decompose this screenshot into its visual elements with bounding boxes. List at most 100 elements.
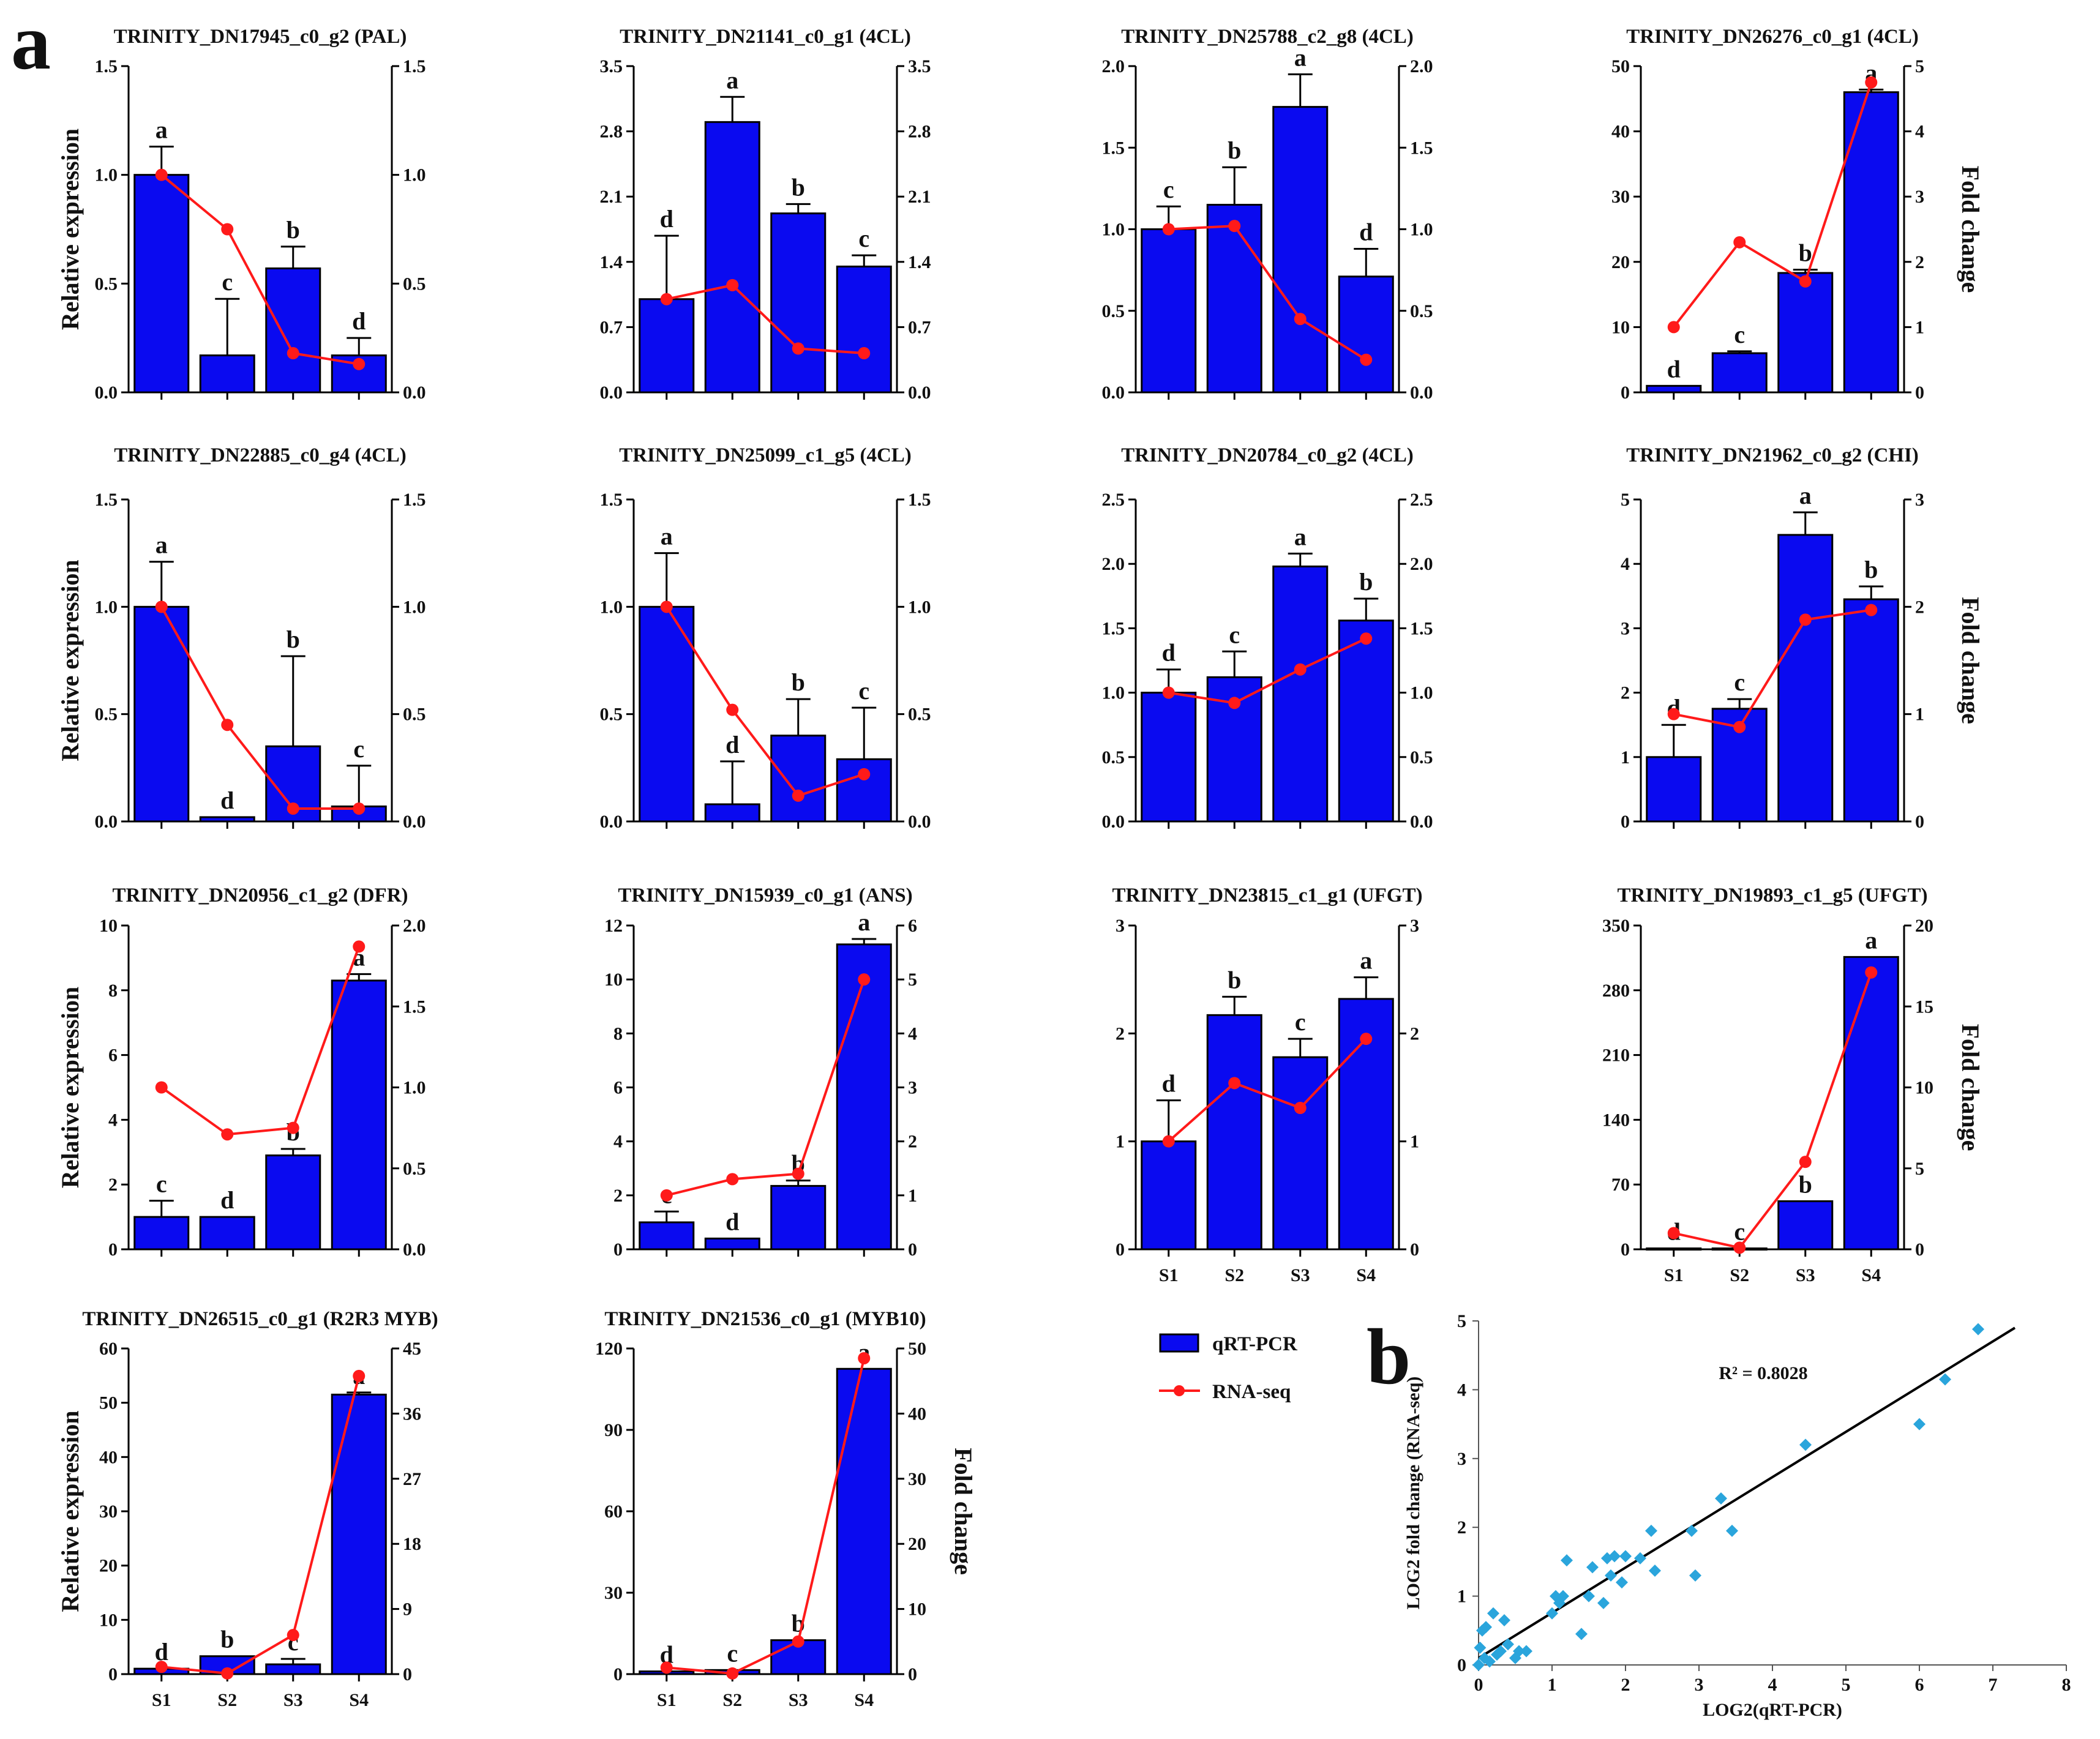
left-y-tick-label: 30	[604, 1583, 623, 1603]
right-y-tick-label: 36	[403, 1404, 421, 1424]
rna-seq-line	[161, 1375, 361, 1675]
right-axis-label: Fold change	[950, 1448, 977, 1575]
bar	[836, 943, 892, 1251]
right-y-tick-label: 0.0	[908, 383, 931, 403]
significance-letter: b	[287, 626, 300, 653]
bar	[1711, 352, 1768, 394]
significance-letter: c	[156, 1170, 167, 1198]
rna-seq-point	[1162, 686, 1175, 699]
right-y-tick-label: 2	[908, 1132, 917, 1152]
chart-panel-1: TRINITY_DN17945_c0_g2 (PAL) 0.0 0.5 1.0 1.5 0…	[56, 26, 426, 403]
rna-seq-line	[666, 1358, 866, 1675]
significance-letter: b	[1799, 1170, 1812, 1198]
rna-seq-point	[726, 279, 739, 291]
scatter-y-tick-label: 4	[1457, 1380, 1466, 1400]
right-y-tick-label: 0	[1410, 1240, 1419, 1260]
left-y-tick-label: 40	[99, 1447, 118, 1467]
left-y-tick-label: 10	[99, 916, 118, 936]
left-y-tick-label: 3.5	[600, 56, 623, 77]
scatter-point	[1689, 1569, 1701, 1582]
right-y-tick-label: 0.5	[1410, 301, 1433, 321]
rna-seq-line	[666, 283, 864, 355]
left-y-tick-label: 6	[613, 1078, 623, 1098]
scatter-point	[1502, 1638, 1514, 1651]
rna-seq-line	[1168, 1038, 1367, 1143]
chart-panel-6: TRINITY_DN25099_c1_g5 (4CL) 0.0 0.5 1.0 1.5 0…	[600, 444, 931, 832]
bar	[704, 803, 760, 823]
right-y-tick-label: 18	[403, 1534, 421, 1554]
left-y-tick-label: 2.0	[1102, 554, 1125, 574]
rna-seq-point	[858, 973, 871, 986]
bar	[1206, 1014, 1262, 1251]
rna-seq-point	[792, 789, 804, 802]
rna-seq-point	[1865, 966, 1878, 979]
bar	[1777, 1200, 1834, 1251]
right-y-tick-label: 1.4	[908, 252, 931, 272]
right-y-tick-label: 0.5	[403, 1159, 426, 1179]
bar	[1272, 106, 1329, 394]
bar	[1141, 228, 1197, 394]
significance-letter: a	[1799, 482, 1812, 509]
bar	[1141, 1140, 1197, 1251]
rna-seq-point	[1360, 1033, 1373, 1045]
scatter-y-tick-label: 3	[1457, 1449, 1466, 1469]
scatter-point	[1546, 1607, 1558, 1620]
rna-seq-point	[1294, 1102, 1307, 1115]
significance-letter: c	[1734, 1217, 1745, 1245]
left-y-tick-label: 30	[99, 1502, 118, 1522]
right-y-tick-label: 0	[403, 1664, 412, 1685]
scatter-point	[1483, 1655, 1496, 1668]
left-y-tick-label: 0.5	[1102, 747, 1125, 768]
scatter-x-tick-label: 1	[1548, 1675, 1557, 1695]
right-y-tick-label: 1.5	[908, 490, 931, 510]
chart-title: TRINITY_DN21536_c0_g1 (MYB10)	[604, 1308, 926, 1330]
left-y-tick-label: 0.0	[600, 383, 623, 403]
right-y-tick-label: 2.0	[403, 916, 426, 936]
right-axis-label: Fold change	[1957, 166, 1984, 293]
right-y-tick-label: 0.5	[403, 274, 426, 294]
legend-bar-label: qRT-PCR	[1212, 1333, 1298, 1355]
left-y-tick-label: 2.8	[600, 122, 623, 142]
scatter-point	[1619, 1550, 1632, 1563]
chart-title: TRINITY_DN19893_c1_g5 (UFGT)	[1618, 884, 1928, 907]
right-y-tick-label: 40	[908, 1404, 926, 1424]
left-y-tick-label: 1.5	[600, 490, 623, 510]
right-y-tick-label: 3.5	[908, 56, 931, 77]
right-y-tick-label: 6	[908, 916, 917, 936]
left-y-tick-label: 20	[99, 1556, 118, 1576]
right-y-tick-label: 0.0	[403, 812, 426, 832]
bar	[133, 605, 190, 823]
bar	[1711, 708, 1768, 823]
rna-seq-point	[792, 1167, 804, 1180]
rna-seq-point	[1360, 632, 1373, 645]
left-y-tick-label: 2	[1621, 683, 1630, 703]
rna-seq-point	[221, 1128, 234, 1141]
left-y-tick-label: 2.0	[1102, 56, 1125, 77]
rna-seq-point	[353, 1369, 366, 1382]
rna-seq-point	[287, 347, 299, 360]
left-y-tick-label: 3	[1621, 618, 1630, 638]
right-axis-label: Fold change	[1957, 597, 1984, 724]
significance-letter: a	[1294, 43, 1307, 71]
rna-seq-point	[353, 940, 366, 953]
left-y-tick-label: 8	[108, 981, 118, 1001]
right-y-tick-label: 2	[1410, 1023, 1419, 1044]
left-y-tick-label: 2	[1116, 1023, 1125, 1044]
significance-letter: b	[792, 668, 805, 696]
rna-seq-point	[1733, 1241, 1746, 1254]
left-y-tick-label: 0	[1621, 1240, 1630, 1260]
right-y-tick-label: 1.5	[403, 997, 426, 1017]
significance-letter: b	[1359, 568, 1373, 596]
scatter-point	[1586, 1561, 1599, 1574]
bar	[704, 1237, 760, 1251]
rna-seq-point	[287, 1121, 299, 1134]
bar	[133, 174, 190, 394]
rna-seq-point	[1294, 313, 1307, 326]
bar	[1272, 565, 1329, 823]
right-y-tick-label: 0.0	[908, 812, 931, 832]
rna-seq-point	[353, 802, 366, 815]
x-tick-label: S1	[152, 1690, 171, 1710]
bar	[331, 979, 387, 1251]
left-y-tick-label: 1.0	[95, 165, 118, 185]
left-y-tick-label: 6	[108, 1045, 118, 1066]
